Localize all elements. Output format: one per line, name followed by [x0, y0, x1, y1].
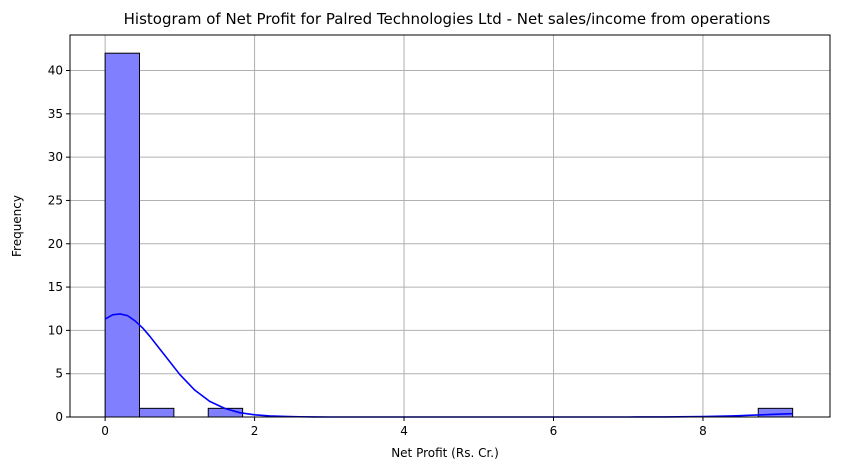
- y-tick-label: 25: [48, 193, 63, 207]
- y-axis-ticks: 0 5 10 15 20 25 30 35 40: [48, 64, 70, 424]
- x-tick-label: 4: [400, 424, 408, 438]
- chart-title: Histogram of Net Profit for Palred Techn…: [124, 10, 771, 28]
- histogram-bar: [757, 407, 794, 418]
- grid: [70, 35, 830, 418]
- y-tick-label: 30: [48, 150, 63, 164]
- x-tick-label: 2: [251, 424, 259, 438]
- x-tick-label: 0: [101, 424, 109, 438]
- plot-frame: [69, 34, 831, 418]
- y-tick-label: 35: [48, 107, 63, 121]
- histogram-bar: [104, 52, 140, 418]
- y-tick-label: 15: [48, 280, 63, 294]
- plot-area: [70, 35, 830, 417]
- y-tick-label: 5: [55, 367, 63, 381]
- x-axis-ticks: 0 2 4 6 8: [101, 417, 707, 438]
- y-tick-label: 0: [55, 410, 63, 424]
- histogram-bar: [138, 407, 175, 418]
- x-axis-title: Net Profit (Rs. Cr.): [391, 446, 499, 460]
- y-tick-label: 20: [48, 237, 63, 251]
- x-tick-label: 8: [699, 424, 707, 438]
- x-tick-label: 6: [550, 424, 558, 438]
- y-axis-title: Frequency: [10, 195, 24, 257]
- y-tick-label: 10: [48, 323, 63, 337]
- y-tick-label: 40: [48, 64, 63, 78]
